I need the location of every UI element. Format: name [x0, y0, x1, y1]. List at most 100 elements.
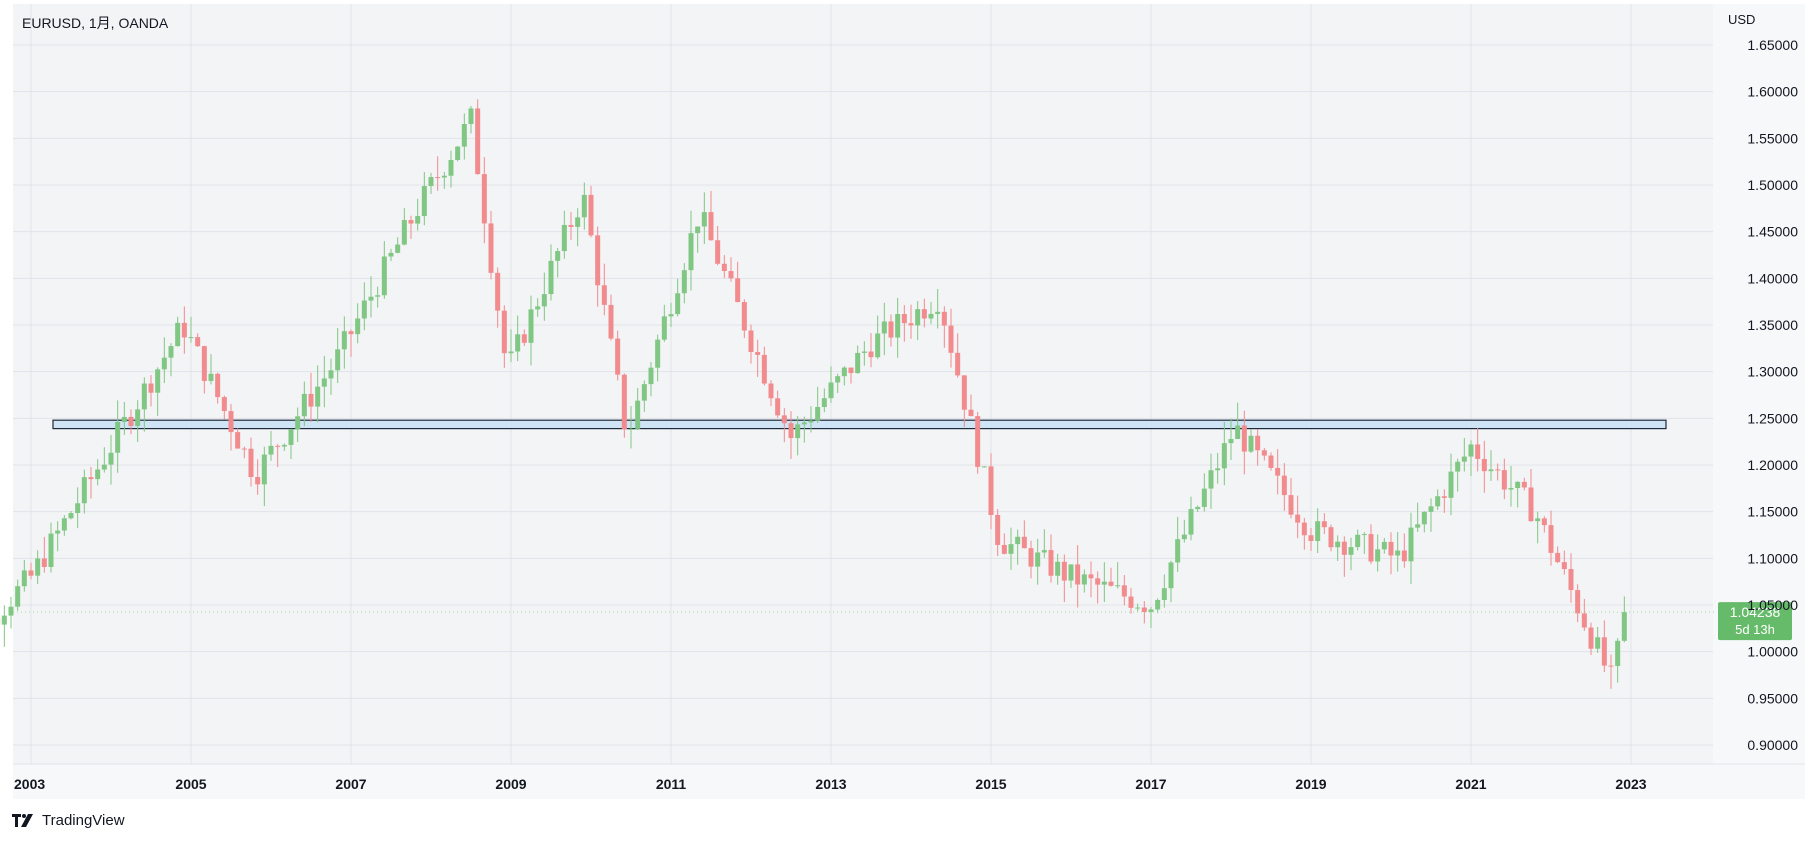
candle-body [1448, 471, 1454, 498]
candle-body [1, 615, 7, 625]
candle [588, 185, 594, 238]
candle-body [861, 351, 867, 353]
candle-body [975, 416, 981, 467]
candle-body [1521, 481, 1527, 488]
candle [1288, 478, 1294, 519]
candle-body [215, 373, 221, 398]
candle [695, 226, 701, 253]
candle-body [1155, 599, 1161, 610]
candle [375, 286, 381, 308]
candle [1088, 561, 1094, 598]
candle-body [548, 260, 554, 295]
candle-body [388, 252, 394, 257]
candle [435, 156, 441, 191]
symbol-title: EURUSD, 1月, OANDA [22, 15, 169, 31]
candle [661, 304, 667, 342]
candle-body [1561, 562, 1567, 570]
price-tick-label: 1.10000 [1747, 550, 1798, 566]
candle-body [1541, 518, 1547, 526]
candle [801, 416, 807, 443]
candle [715, 225, 721, 266]
candle-body [555, 251, 561, 261]
candle-body [201, 346, 207, 381]
candle [1041, 529, 1047, 558]
candle [675, 278, 681, 317]
candle [1548, 510, 1554, 566]
candle-body [1555, 552, 1561, 563]
candle-body [175, 322, 181, 347]
candle-body [468, 108, 474, 125]
candle-body [508, 351, 514, 354]
candle-body [935, 311, 941, 314]
candle-body [955, 352, 961, 376]
candle-body [1108, 581, 1114, 586]
candle-body [401, 220, 407, 245]
candle-body [881, 321, 887, 334]
candle [581, 182, 587, 230]
candle [388, 248, 394, 262]
candle [1348, 537, 1354, 571]
candle [1328, 524, 1334, 552]
candle [1021, 520, 1027, 549]
time-tick-label: 2019 [1295, 776, 1326, 792]
candle-body [88, 477, 94, 480]
candle-body [1215, 468, 1221, 471]
candle-body [48, 533, 54, 567]
candle-body [68, 513, 74, 519]
price-tick-label: 1.25000 [1747, 410, 1798, 426]
candle-body [1515, 481, 1521, 489]
horizontal-band-rectangle[interactable] [52, 419, 1667, 430]
candle-body [588, 194, 594, 236]
candle [1181, 519, 1187, 543]
tradingview-logo[interactable]: TradingView [12, 812, 125, 829]
candle-body [275, 445, 281, 447]
candle-body [395, 244, 401, 253]
candle [988, 453, 994, 530]
candle-body [1608, 665, 1614, 667]
candle [1048, 534, 1054, 583]
candle-body [728, 271, 734, 279]
candle [1555, 546, 1561, 564]
candle-body [41, 558, 47, 567]
candle [1228, 418, 1234, 461]
candle [1195, 505, 1201, 512]
candle [1295, 495, 1301, 539]
candle-body [688, 233, 694, 271]
price-tick-label: 1.05000 [1747, 597, 1798, 613]
candle-body [448, 159, 454, 176]
candle [1275, 449, 1281, 495]
candle [748, 324, 754, 364]
candle-body [1335, 541, 1341, 548]
candle [1015, 529, 1021, 565]
candle [175, 316, 181, 347]
candle [1161, 574, 1167, 608]
candle [1261, 448, 1267, 461]
candle-body [75, 503, 81, 514]
candle-body [648, 367, 654, 385]
candle [955, 333, 961, 378]
candle-body [1148, 609, 1154, 612]
candle [21, 560, 27, 592]
candle [1401, 533, 1407, 568]
candle [121, 401, 127, 435]
candle-body [1268, 455, 1274, 468]
candle [1601, 620, 1607, 672]
candle-body [968, 409, 974, 417]
candle [335, 327, 341, 384]
candle [1361, 532, 1367, 554]
candle-body [1248, 435, 1254, 452]
candle-body [121, 416, 127, 422]
candle-body [601, 285, 607, 305]
candle-body [768, 383, 774, 399]
candle [861, 341, 867, 366]
price-tick-label: 1.40000 [1747, 270, 1798, 286]
candle [1408, 512, 1414, 584]
candle-body [848, 367, 854, 374]
time-tick-label: 2005 [175, 776, 206, 792]
candle-body [1301, 522, 1307, 536]
candle-body [1548, 525, 1554, 553]
candle-body [575, 217, 581, 227]
candle [901, 305, 907, 342]
candle-body [675, 293, 681, 315]
